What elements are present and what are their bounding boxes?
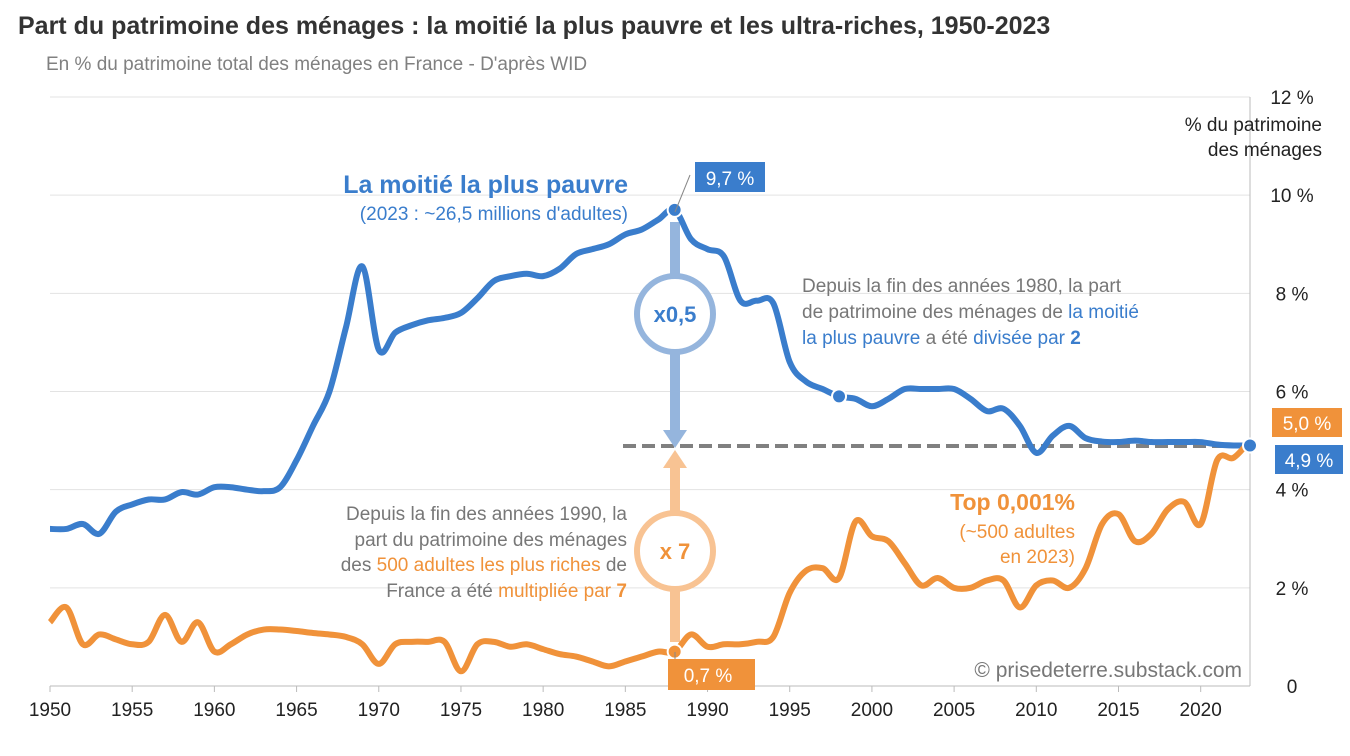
chart-subtitle: En % du patrimoine total des ménages en … xyxy=(46,54,587,75)
x-tick-label: 1970 xyxy=(358,700,400,721)
y-axis-label-2: des ménages xyxy=(1208,140,1322,161)
svg-text:Depuis la fin des années 1990,: Depuis la fin des années 1990, la xyxy=(346,504,627,525)
data-point-marker xyxy=(666,201,683,218)
chart-title: Part du patrimoine des ménages : la moit… xyxy=(18,12,1050,40)
label-2023-top-box xyxy=(1272,408,1342,437)
label-1988-bottom-box xyxy=(695,162,765,192)
ratio-bottom-label: x0,5 xyxy=(654,302,697,327)
x-tick-label: 2000 xyxy=(851,700,893,721)
x-tick-label: 1955 xyxy=(111,700,153,721)
y-tick-label: 4 % xyxy=(1276,481,1309,502)
ratio-top-label: x 7 xyxy=(660,539,691,564)
y-axis-label-1: % du patrimoine xyxy=(1185,115,1322,136)
y-tick-label: 10 % xyxy=(1270,186,1313,207)
x-axis: 1950 1955 1960 1965 1970 1975 1980 1985 1990 1995… xyxy=(29,685,1250,721)
x-tick-label: 2015 xyxy=(1097,700,1139,721)
y-tick-label: 2 % xyxy=(1276,579,1309,600)
x-tick-label: 2005 xyxy=(933,700,975,721)
svg-text:la plus pauvre a été divisée p: la plus pauvre a été divisée par 2 xyxy=(802,328,1081,349)
x-tick-label: 1975 xyxy=(440,700,482,721)
x-tick-label: 1965 xyxy=(275,700,317,721)
legend-top-sub2: en 2023) xyxy=(1000,547,1075,568)
svg-text:de patrimoine des ménages de l: de patrimoine des ménages de la moitié xyxy=(802,302,1139,323)
y-tick-label: 0 xyxy=(1287,677,1298,698)
ratio-arrow-bottom: x0,5 xyxy=(634,222,716,448)
label-2023-top: 5,0 % xyxy=(1283,414,1332,435)
y-tick-label: 6 % xyxy=(1276,383,1309,404)
series-line-top0001 xyxy=(47,438,1253,675)
note-bottom50: Depuis la fin des années 1980, la part d… xyxy=(802,276,1139,349)
label-1988-top-box xyxy=(668,659,755,690)
x-tick-label: 2010 xyxy=(1015,700,1057,721)
y-axis: 0 2 % 4 % 6 % 8 % 10 % 12 % xyxy=(1249,88,1314,698)
x-tick-label: 1950 xyxy=(29,700,71,721)
label-1988-top: 0,7 % xyxy=(684,666,733,687)
note-top: Depuis la fin des années 1990, la part d… xyxy=(341,504,628,602)
x-tick-label: 1995 xyxy=(769,700,811,721)
label-1988-bottom: 9,7 % xyxy=(706,169,755,190)
svg-text:des 500 adultes les plus riche: des 500 adultes les plus riches de xyxy=(341,555,627,576)
svg-text:part du patrimoine des ménages: part du patrimoine des ménages xyxy=(355,530,628,551)
legend-bottom50-title: La moitié la plus pauvre xyxy=(343,171,628,199)
data-point-marker xyxy=(831,388,848,405)
y-tick-label: 8 % xyxy=(1276,284,1309,305)
x-tick-label: 2020 xyxy=(1180,700,1222,721)
series-line-bottom50 xyxy=(49,206,1251,538)
credit: © prisedeterre.substack.com xyxy=(974,659,1242,682)
legend-top-title: Top 0,001% xyxy=(950,489,1075,515)
label-2023-bottom-box xyxy=(1275,445,1343,474)
svg-text:Depuis la fin des années 1980,: Depuis la fin des années 1980, la part xyxy=(802,276,1122,297)
data-point-marker xyxy=(1242,437,1258,454)
label-2023-bottom: 4,9 % xyxy=(1285,451,1334,472)
legend-bottom50-sub: (2023 : ~26,5 millions d'adultes) xyxy=(360,204,628,225)
x-tick-label: 1990 xyxy=(686,700,728,721)
svg-text:France a été multipliée par 7: France a été multipliée par 7 xyxy=(386,581,627,602)
legend-top-sub1: (~500 adultes xyxy=(959,522,1075,543)
ratio-arrow-top: x 7 xyxy=(634,450,716,642)
y-tick-label: 12 % xyxy=(1270,88,1313,109)
x-tick-label: 1980 xyxy=(522,700,564,721)
x-tick-label: 1960 xyxy=(193,700,235,721)
x-tick-label: 1985 xyxy=(604,700,646,721)
